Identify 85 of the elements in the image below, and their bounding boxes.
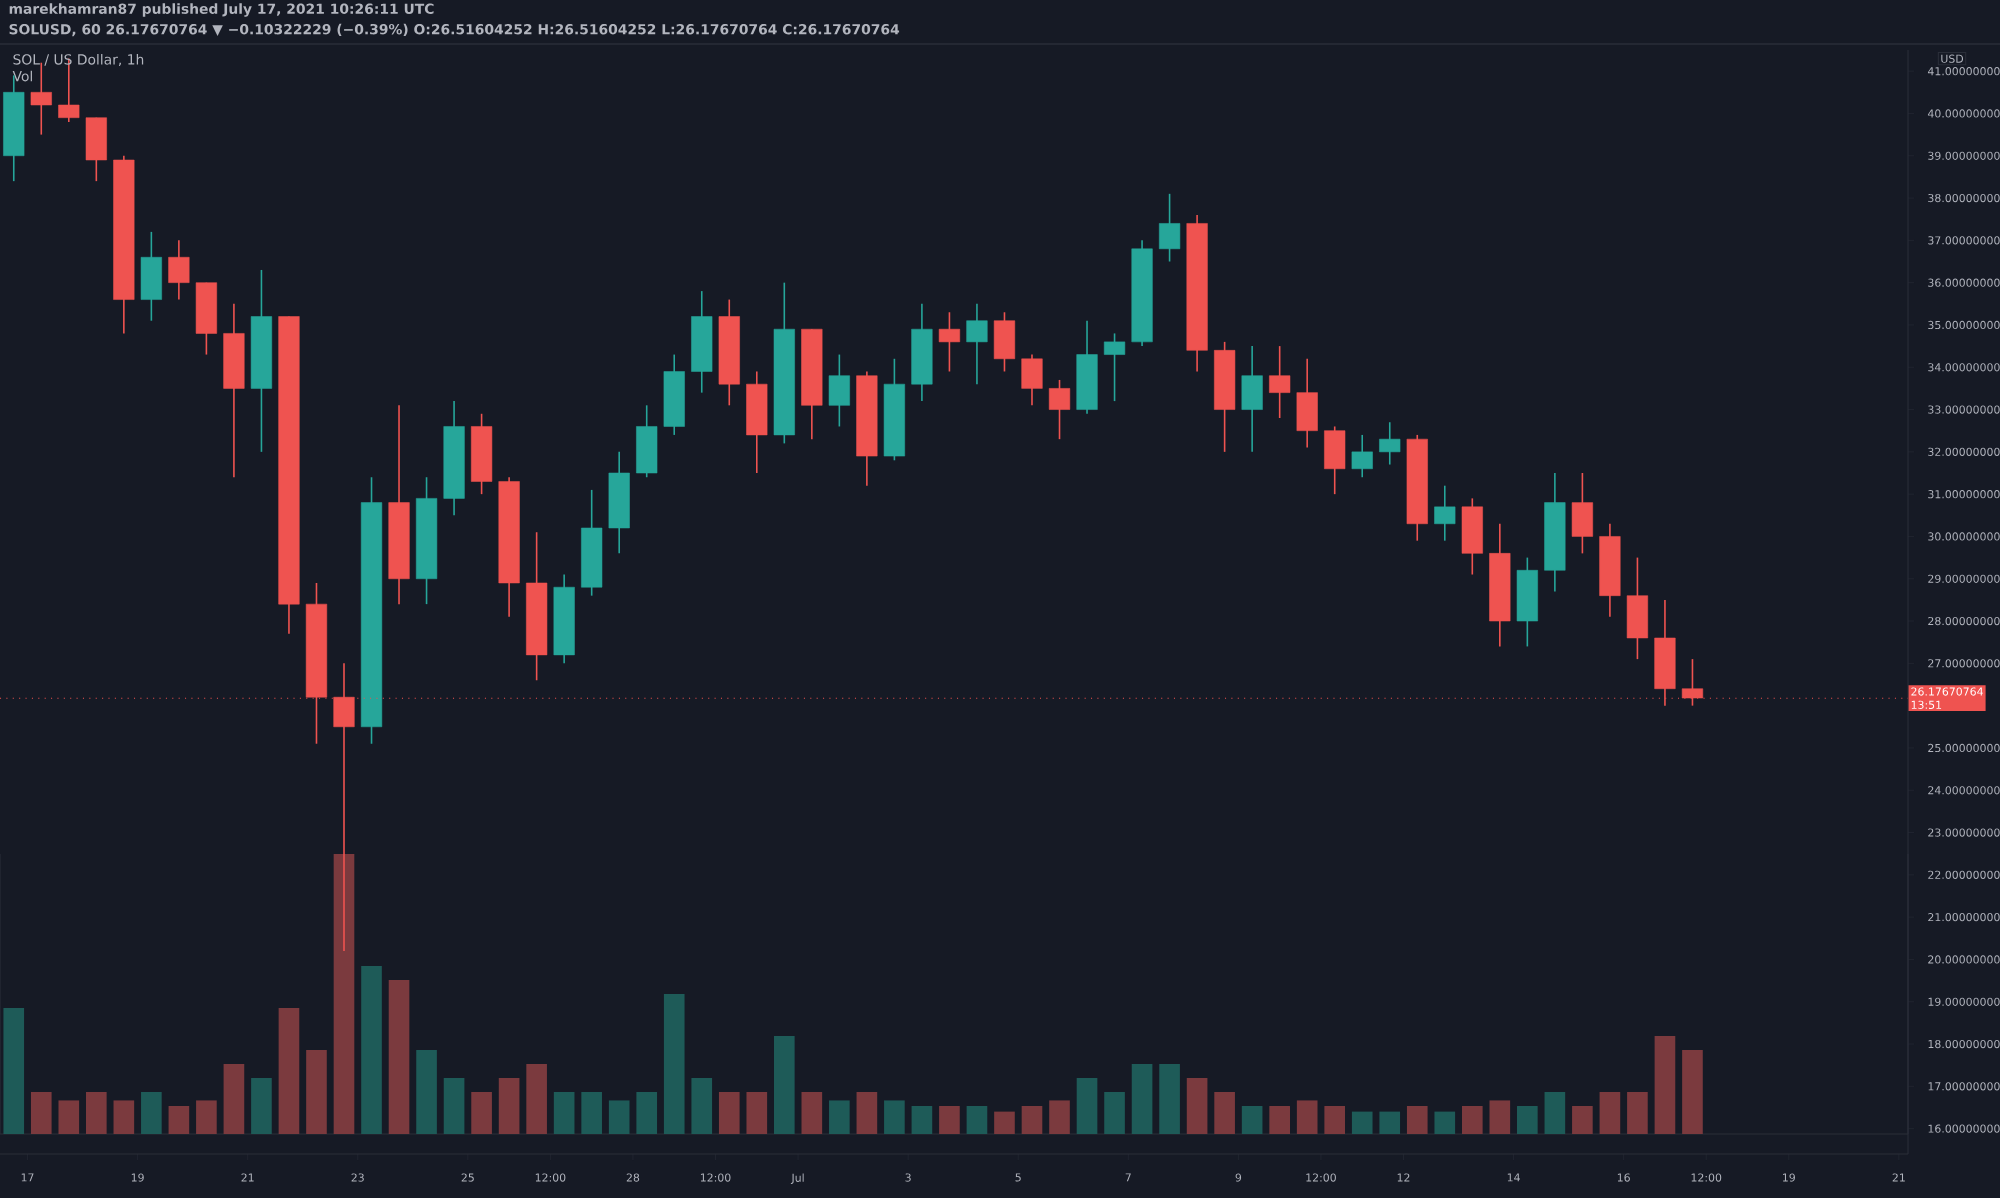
bar bbox=[1324, 1106, 1346, 1135]
bar bbox=[1214, 1092, 1235, 1135]
bar bbox=[1296, 1100, 1318, 1135]
bar bbox=[966, 1106, 988, 1135]
candlestick bbox=[1351, 434, 1373, 479]
bar bbox=[608, 1100, 630, 1135]
bar bbox=[1186, 1078, 1208, 1135]
bar bbox=[141, 1092, 162, 1135]
bar bbox=[1406, 1106, 1428, 1135]
bar bbox=[416, 1050, 437, 1135]
bar bbox=[168, 1106, 190, 1135]
bar bbox=[113, 1100, 135, 1135]
bar bbox=[1572, 1106, 1593, 1135]
bar bbox=[1517, 1106, 1538, 1135]
bar bbox=[773, 1036, 795, 1135]
candlestick bbox=[966, 303, 988, 385]
bar bbox=[1076, 1078, 1098, 1135]
bar bbox=[223, 1064, 245, 1135]
bar bbox=[278, 1008, 300, 1135]
bar bbox=[86, 1092, 107, 1135]
bar bbox=[1544, 1092, 1566, 1135]
bar bbox=[1654, 1036, 1676, 1135]
bar bbox=[801, 1092, 823, 1135]
candlestick bbox=[85, 116, 107, 182]
candlestick bbox=[1159, 193, 1181, 263]
candlestick bbox=[1379, 421, 1401, 466]
bar bbox=[829, 1100, 850, 1135]
candlestick bbox=[993, 311, 1016, 373]
bar bbox=[1021, 1106, 1043, 1135]
candlestick bbox=[1434, 484, 1456, 542]
bar bbox=[718, 1092, 740, 1135]
bar bbox=[994, 1111, 1015, 1135]
bar bbox=[333, 854, 355, 1135]
bar bbox=[553, 1092, 575, 1135]
bar bbox=[691, 1078, 713, 1135]
candlestick bbox=[1626, 556, 1649, 660]
bar bbox=[196, 1100, 217, 1135]
candlestick bbox=[1324, 425, 1346, 495]
candlestick bbox=[828, 353, 850, 428]
bar bbox=[306, 1050, 327, 1135]
candlestick bbox=[1571, 472, 1593, 555]
bar bbox=[746, 1092, 768, 1135]
bar bbox=[856, 1092, 878, 1135]
bar bbox=[443, 1078, 465, 1135]
bar bbox=[884, 1100, 905, 1135]
bar bbox=[388, 980, 410, 1135]
bar bbox=[1627, 1092, 1648, 1135]
bar bbox=[1131, 1064, 1153, 1135]
bar bbox=[1434, 1111, 1456, 1135]
bar bbox=[939, 1106, 960, 1135]
bar bbox=[1351, 1111, 1373, 1135]
candlestick bbox=[1461, 497, 1483, 576]
bar bbox=[1379, 1111, 1401, 1135]
candlestick bbox=[1296, 357, 1318, 449]
bar bbox=[663, 994, 685, 1135]
bar bbox=[1489, 1100, 1511, 1135]
bar bbox=[581, 1092, 602, 1135]
bar bbox=[498, 1078, 520, 1135]
bar bbox=[361, 966, 382, 1135]
candlestick bbox=[168, 239, 190, 301]
candlestick bbox=[938, 311, 961, 373]
bar bbox=[1104, 1092, 1125, 1135]
bar bbox=[1461, 1106, 1483, 1135]
bar bbox=[526, 1064, 547, 1135]
candlestick bbox=[1269, 345, 1291, 419]
bar bbox=[1159, 1064, 1180, 1135]
bar bbox=[58, 1100, 80, 1135]
candlestick bbox=[1021, 353, 1043, 407]
bar bbox=[1682, 1050, 1703, 1135]
bar bbox=[30, 1092, 52, 1135]
bar bbox=[1599, 1092, 1621, 1135]
bar bbox=[3, 1008, 25, 1135]
bar bbox=[636, 1092, 658, 1135]
bar bbox=[1269, 1106, 1290, 1135]
bar bbox=[471, 1092, 492, 1135]
bar bbox=[251, 1078, 272, 1135]
candlestick bbox=[140, 231, 162, 322]
candlestick bbox=[636, 404, 658, 479]
candlestick bbox=[1103, 332, 1126, 402]
candlestick bbox=[1048, 379, 1071, 440]
candlestick bbox=[58, 57, 80, 123]
bar bbox=[1049, 1100, 1070, 1135]
bar bbox=[1241, 1106, 1263, 1135]
candlestick bbox=[1241, 345, 1263, 453]
bar bbox=[911, 1106, 933, 1135]
